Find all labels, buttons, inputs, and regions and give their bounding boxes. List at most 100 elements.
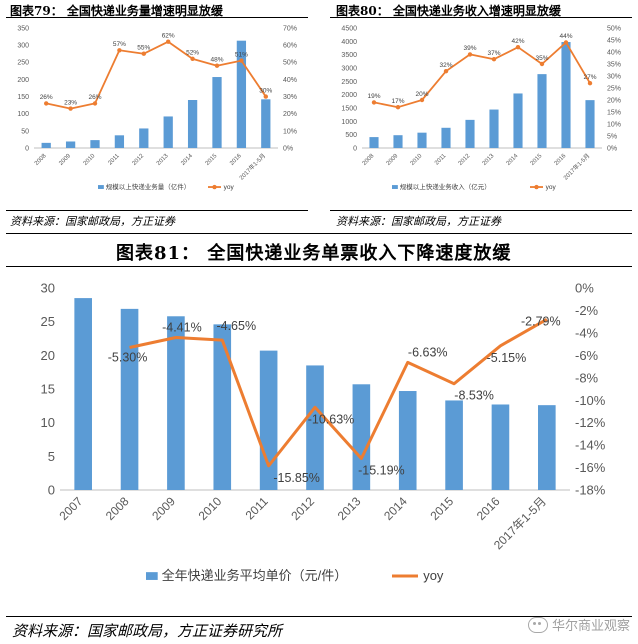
left-tick-label: 100 <box>17 111 29 118</box>
legend-line-marker <box>212 184 217 190</box>
left-tick-label: 300 <box>17 43 29 50</box>
left-tick-label: 2000 <box>341 92 357 99</box>
yoy-data-label: -6.63% <box>408 345 448 359</box>
yoy-point <box>263 94 268 99</box>
category-label: 2008 <box>34 153 48 167</box>
category-label: 2011 <box>434 153 448 167</box>
category-label: 2009 <box>386 153 400 167</box>
chart-79: 0 50 100 150 200 250 300 350 0% 10% 20% 30% 40% 50% 60… <box>17 25 297 191</box>
left-tick-label: 500 <box>345 132 357 139</box>
bar <box>489 109 499 148</box>
left-tick-label: 3000 <box>341 65 357 72</box>
right-tick-label: 50% <box>607 25 621 32</box>
left-tick-label: 250 <box>17 60 29 67</box>
bar <box>212 77 222 148</box>
yoy-data-label: 62% <box>162 33 175 40</box>
right-tick-label: 5% <box>607 133 617 140</box>
yoy-line <box>373 41 591 109</box>
bar <box>417 132 427 148</box>
right-tick-label: 35% <box>607 61 621 68</box>
bar <box>90 140 100 148</box>
bar <box>259 350 278 490</box>
left-tick-label: 2500 <box>341 79 357 86</box>
bar <box>163 116 173 148</box>
watermark-text: 华尔商业观察 <box>551 619 630 634</box>
yoy-point <box>92 101 98 106</box>
yoy-line <box>129 318 548 468</box>
chart-81: 0 5 10 15 20 25 30 0% -2% -4% -6% -8% -10% -12% -14% -1… <box>41 281 606 583</box>
category-label: 2007 <box>57 494 86 523</box>
yoy-data-label: 39% <box>463 45 476 52</box>
bar <box>513 93 523 148</box>
category-label: 2017年1-5月 <box>237 152 267 182</box>
legend-bar-label: 规模以上快递业务收入（亿元） <box>400 182 491 191</box>
right-tick-label: 0% <box>607 145 617 152</box>
bar <box>465 119 475 148</box>
right-tick-label: 0% <box>283 145 293 152</box>
yoy-point <box>214 63 220 68</box>
right-tick-label: -10% <box>575 393 606 408</box>
yoy-data-label: 44% <box>559 33 572 40</box>
category-label: 2015 <box>530 153 544 167</box>
category-label: 2011 <box>243 494 271 522</box>
right-tick-label: 0% <box>575 281 594 296</box>
yoy-data-label: -4.41% <box>162 320 202 334</box>
left-tick-label: 20 <box>41 348 55 363</box>
right-tick-label: -6% <box>575 348 599 363</box>
yoy-point <box>141 51 146 56</box>
panel-81-bottom-rule <box>6 616 632 617</box>
bar <box>236 40 247 148</box>
right-tick-label: -16% <box>575 460 606 475</box>
category-label: 2013 <box>156 153 170 167</box>
bar <box>139 128 149 148</box>
right-tick-label: 20% <box>607 97 621 104</box>
yoy-data-label: 19% <box>367 93 380 100</box>
panel-80-top-rule <box>330 17 632 18</box>
yoy-point <box>467 52 473 57</box>
bar <box>393 135 403 148</box>
panel-79-title: 图表79： 全国快递业务量增速明显放缓 <box>10 4 223 18</box>
bar <box>585 100 595 148</box>
category-label: 2012 <box>288 494 317 523</box>
bar <box>445 400 463 490</box>
category-label: 2010 <box>410 153 424 167</box>
bar <box>369 137 379 148</box>
bar <box>74 298 92 490</box>
chart-80: 0 500 1000 1500 2000 2500 3000 3500 4000 4500 0% 5%… <box>341 25 621 191</box>
right-tick-label: 50% <box>283 60 297 67</box>
right-tick-label: 60% <box>283 43 297 50</box>
yoy-point <box>587 81 593 86</box>
left-tick-label: 4500 <box>341 25 357 32</box>
right-tick-label: 20% <box>283 111 297 118</box>
left-tick-label: 200 <box>17 77 29 84</box>
right-tick-label: -8% <box>575 370 599 385</box>
category-label: 2010 <box>196 494 225 523</box>
watermark: 华尔商业观察 <box>527 615 630 634</box>
category-label: 2016 <box>474 494 503 523</box>
left-tick-label: 1500 <box>341 105 357 112</box>
yoy-data-label: 26% <box>88 94 101 101</box>
right-tick-label: 15% <box>607 109 621 116</box>
panel-79-bottom-rule <box>6 210 308 211</box>
panel-79-source: 资料来源：国家邮政局，方正证券 <box>10 215 175 228</box>
yoy-data-label: -8.53% <box>454 389 494 403</box>
legend-line-marker <box>534 184 539 190</box>
yoy-point <box>515 45 521 50</box>
bar <box>213 324 232 490</box>
yoy-data-label: 30% <box>259 87 272 94</box>
category-label: 2016 <box>229 153 243 167</box>
yoy-point <box>117 48 122 53</box>
category-label: 2009 <box>149 494 178 523</box>
legend-line-label: yoy <box>423 568 444 583</box>
legend-bar-swatch <box>392 185 398 189</box>
right-tick-label: -12% <box>575 415 606 430</box>
yoy-data-label: -10.63% <box>308 412 355 426</box>
category-label: 2013 <box>482 153 496 167</box>
left-tick-label: 50 <box>21 128 29 135</box>
yoy-point <box>395 105 401 110</box>
category-label: 2012 <box>132 153 146 167</box>
left-tick-label: 150 <box>17 94 29 101</box>
yoy-data-label: 20% <box>415 91 428 98</box>
bar <box>561 42 571 148</box>
yoy-data-label: 42% <box>511 38 524 45</box>
